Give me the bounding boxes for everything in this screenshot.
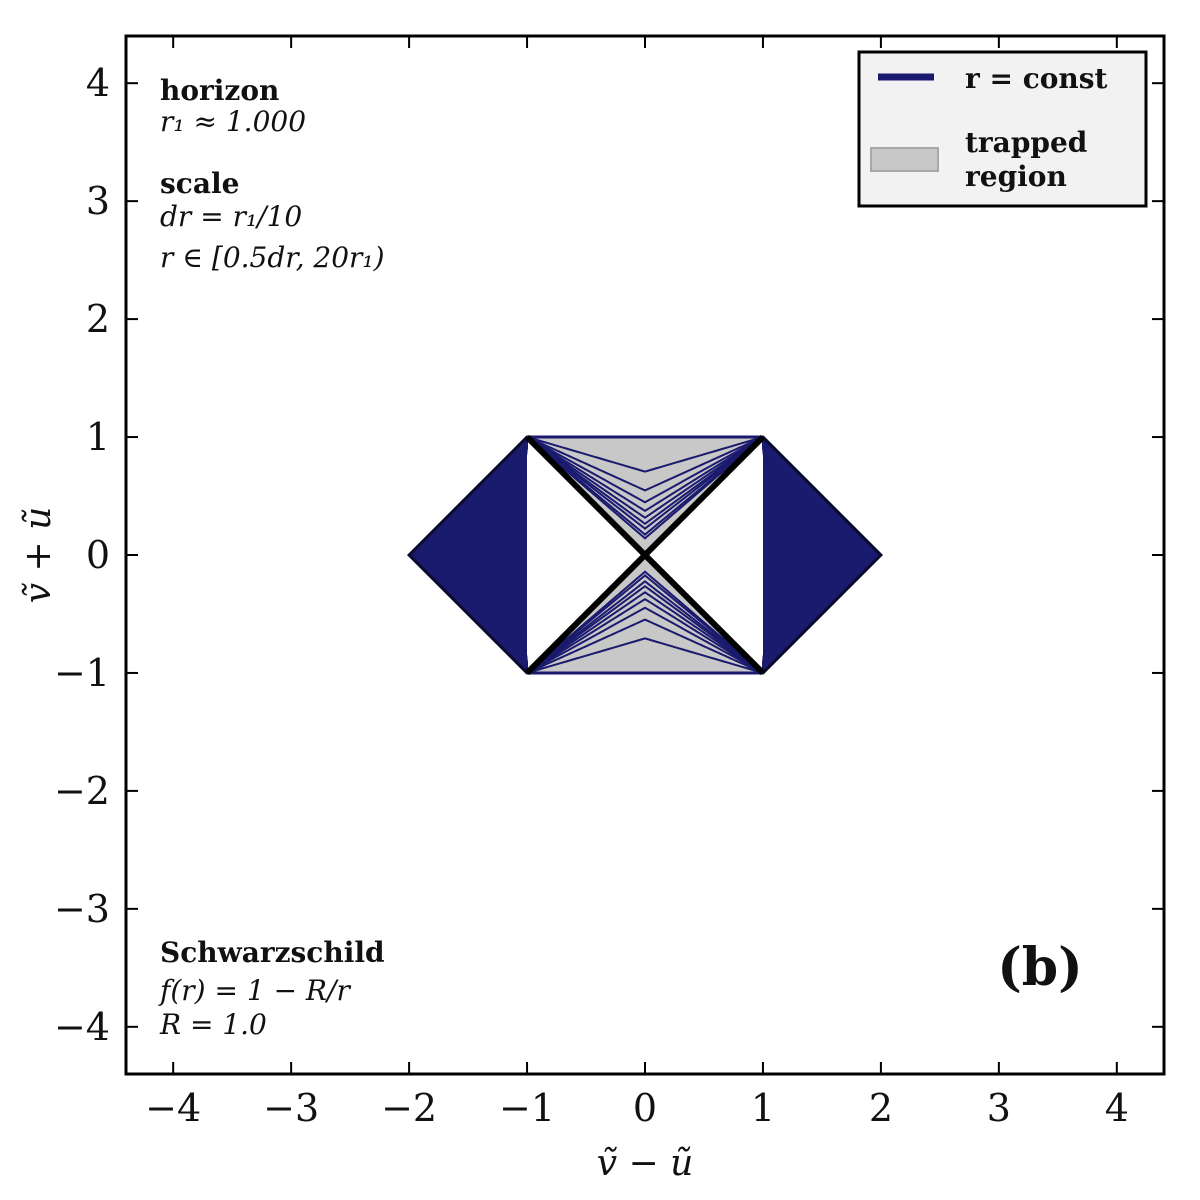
y-tick-label: −3 <box>54 887 110 931</box>
r-const-curve-interior-bottom-4 <box>526 591 764 674</box>
r-const-curve-interior-top-2 <box>526 436 764 504</box>
r-const-curve-interior-top-0 <box>526 436 764 473</box>
r-const-curve-interior-top-4 <box>526 436 764 519</box>
r-const-curve-interior-bottom-5 <box>526 584 764 674</box>
metric-title: Schwarzschild <box>160 936 385 969</box>
x-tick-label: 1 <box>751 1086 775 1130</box>
y-tick-label: 1 <box>86 415 110 459</box>
scale-dr: dr = r₁/10 <box>160 200 302 233</box>
x-tick-label: −1 <box>499 1086 555 1130</box>
y-tick-label: −2 <box>54 769 110 813</box>
r-const-curve-interior-top-6 <box>526 436 764 530</box>
scale-title: scale <box>160 167 239 200</box>
legend-label-trapped: trapped <box>965 126 1087 159</box>
scale-range: r ∈ [0.5dr, 20r₁) <box>160 241 385 274</box>
axis-ticks: −4 −3 −2 −1 0 1 2 3 4 −4 −3 −2 −1 0 1 2 3 4 <box>54 36 1164 1130</box>
y-axis-label: ṽ + ũ <box>18 507 59 604</box>
legend-label-r-const: r = const <box>965 62 1108 95</box>
r-const-curve-interior-bottom-0 <box>526 637 764 674</box>
r-const-curve-exterior-left-18 <box>419 437 529 673</box>
horizon-title: horizon <box>160 74 279 107</box>
x-tick-label: 3 <box>987 1086 1011 1130</box>
legend-label-region: region <box>965 160 1067 193</box>
legend-patch-swatch <box>870 147 939 172</box>
plot-area <box>406 434 884 676</box>
y-tick-label: −1 <box>54 651 110 695</box>
metric-R: R = 1.0 <box>159 1008 267 1041</box>
r-const-curve-exterior-right-18 <box>761 437 871 673</box>
r-const-curve-interior-bottom-2 <box>526 606 764 674</box>
r-const-curve-interior-bottom-6 <box>526 580 764 674</box>
y-tick-label: −4 <box>54 1005 110 1049</box>
r-const-curve-interior-top-3 <box>526 436 764 513</box>
y-tick-label: 4 <box>86 61 110 105</box>
y-tick-label: 2 <box>86 297 110 341</box>
legend: r = const trapped region <box>857 50 1148 208</box>
horizon-value: r₁ ≈ 1.000 <box>160 105 306 138</box>
exterior-right-fill <box>652 437 763 673</box>
exterior-left-fill <box>527 437 638 673</box>
x-tick-label: 2 <box>869 1086 893 1130</box>
r-const-curve-interior-bottom-8 <box>526 570 764 674</box>
r-const-curve-interior-top-8 <box>526 436 764 540</box>
y-tick-label: 0 <box>86 533 110 577</box>
x-tick-label: −4 <box>145 1086 201 1130</box>
x-tick-label: −2 <box>381 1086 437 1130</box>
x-axis-label: ṽ − ũ <box>597 1143 694 1184</box>
y-tick-label: 3 <box>86 179 110 223</box>
trapped-region-top <box>527 437 763 555</box>
x-tick-label: 0 <box>633 1086 657 1130</box>
r-const-curve-interior-top-5 <box>526 436 764 526</box>
metric-f: f(r) = 1 − R/r <box>158 974 351 1007</box>
r-const-curve-interior-top-1 <box>526 436 764 492</box>
panel-label: (b) <box>997 937 1083 998</box>
trapped-region-bottom <box>527 555 763 673</box>
x-tick-label: −3 <box>263 1086 319 1130</box>
r-const-curve-interior-bottom-1 <box>526 618 764 674</box>
horizon-line-1 <box>524 434 766 676</box>
r-const-curve-interior-bottom-3 <box>526 597 764 674</box>
axes-frame <box>124 34 1166 1076</box>
x-tick-label: 4 <box>1105 1086 1129 1130</box>
